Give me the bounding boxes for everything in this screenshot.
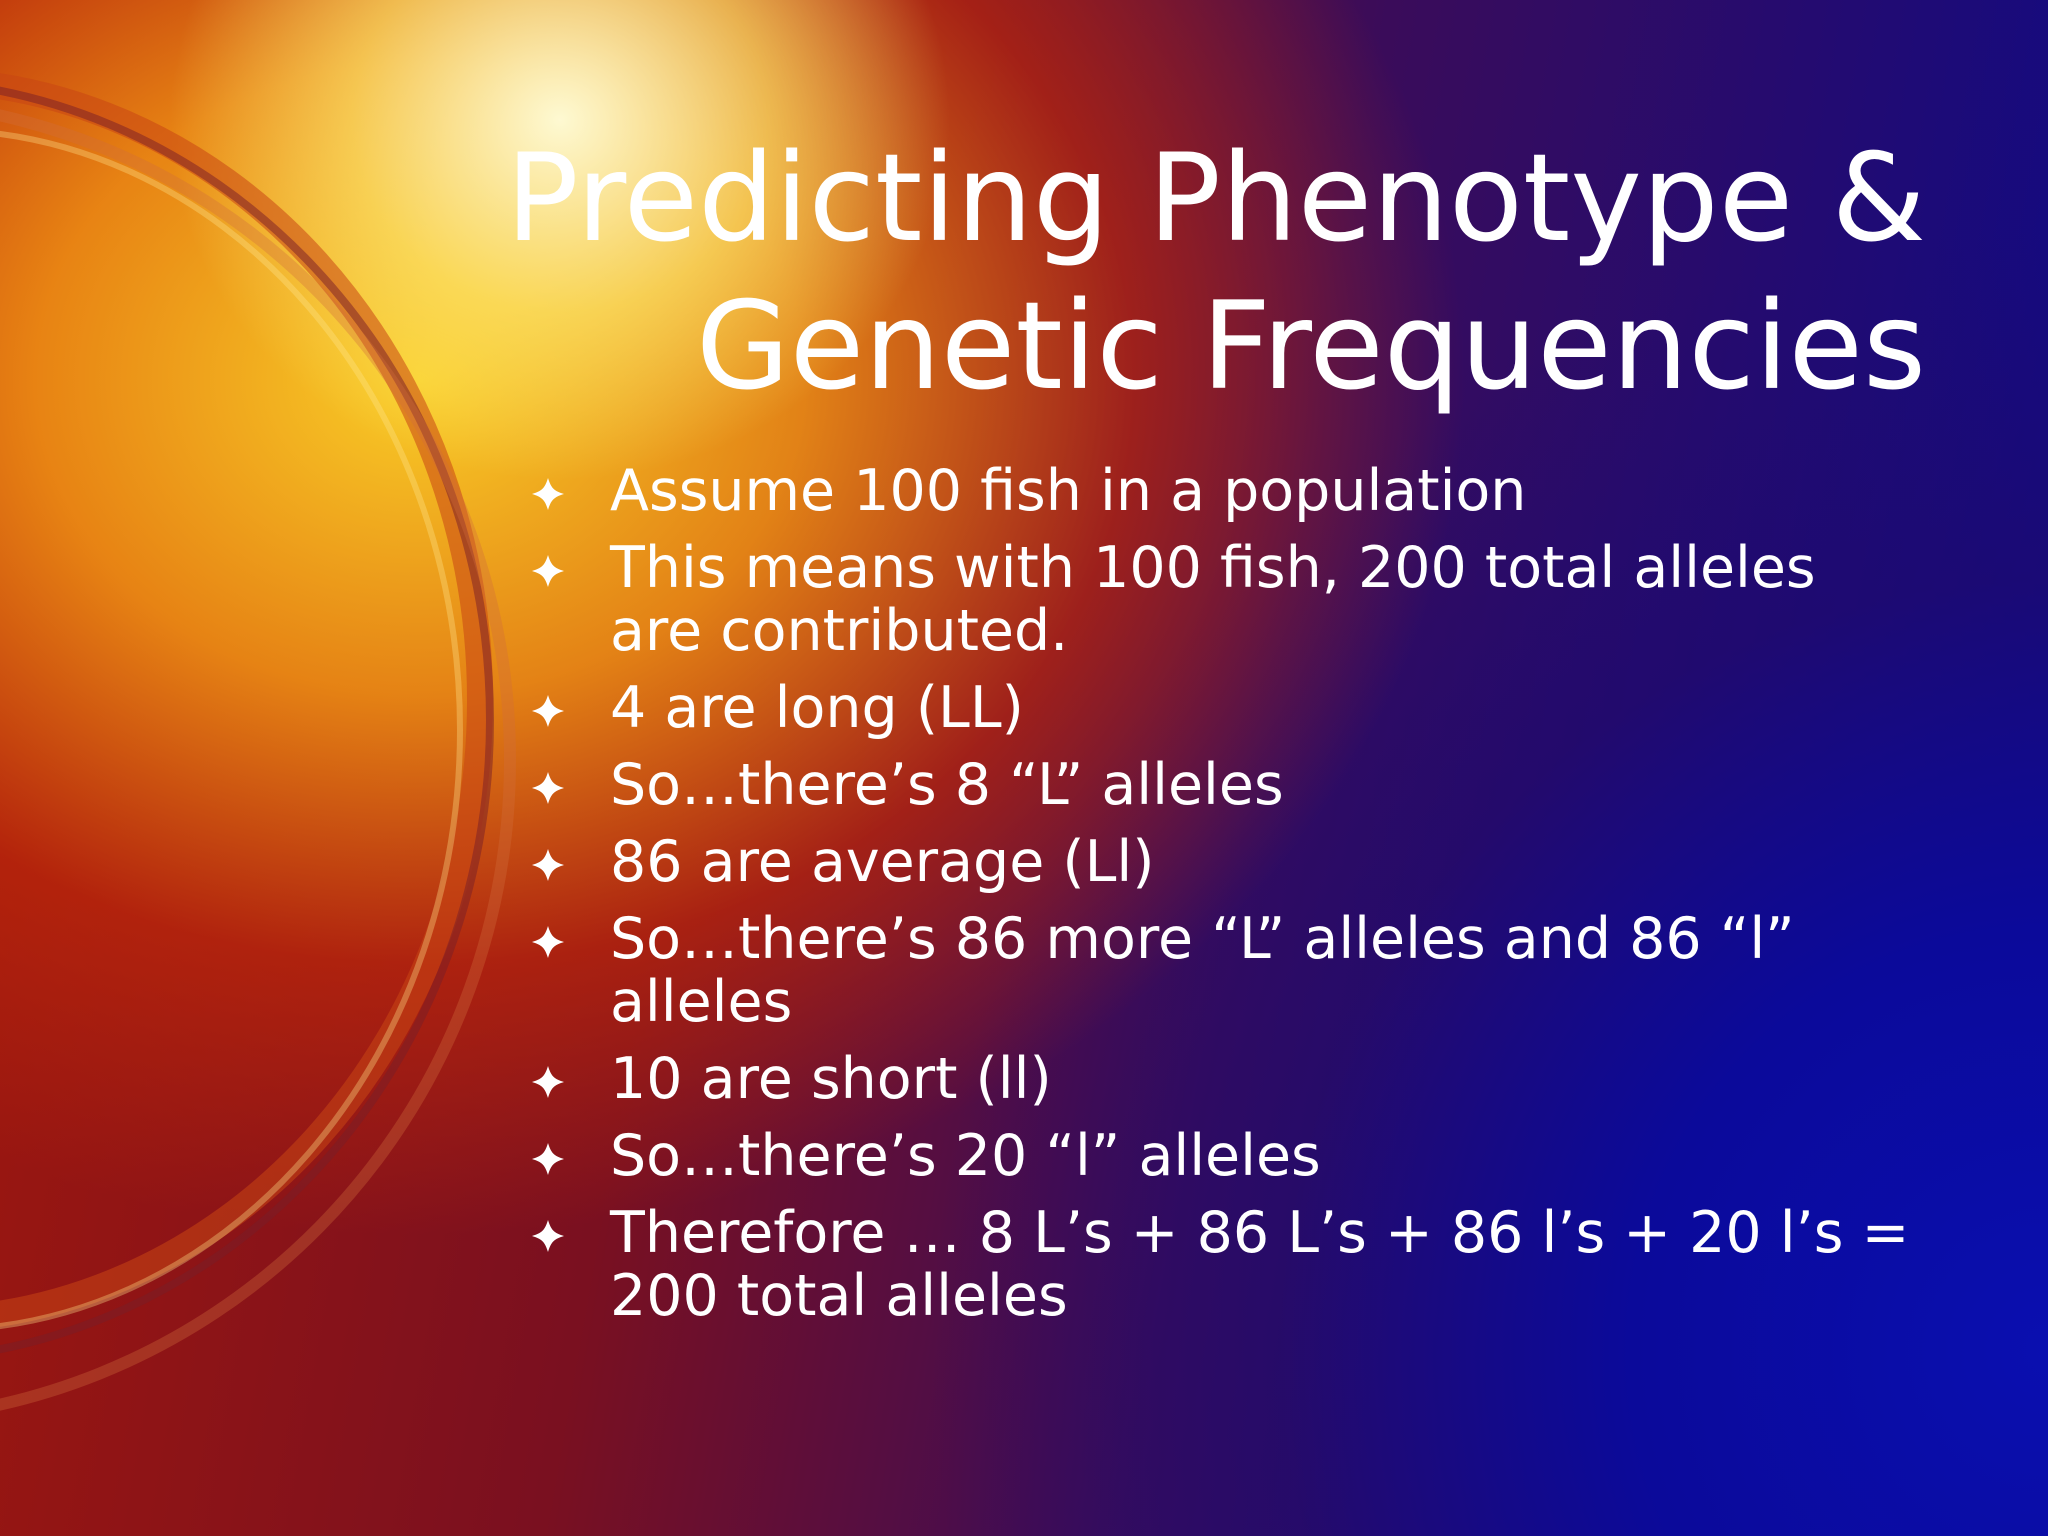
bullet-line: 4 are long (LL) bbox=[610, 675, 1024, 741]
slide-title: Predicting Phenotype & Genetic Frequencie… bbox=[506, 125, 1926, 421]
title-line: Genetic Frequencies bbox=[696, 276, 1926, 417]
bullet-icon bbox=[532, 1066, 564, 1098]
bullet-item: 10 are short (ll) bbox=[532, 1046, 1909, 1112]
bullet-item: Therefore … 8 L’s + 86 L’s + 86 l’s + 20… bbox=[532, 1200, 1910, 1329]
bullet-line: This means with 100 fish, 200 total alle… bbox=[610, 535, 1816, 601]
bullet-line: So…there’s 20 “l” alleles bbox=[610, 1123, 1321, 1189]
bullet-item: So…there’s 86 more “L” alleles and 86 “l… bbox=[532, 906, 1909, 1035]
bullet-item: 4 are long (LL) bbox=[532, 675, 1909, 741]
bullet-icon bbox=[532, 772, 564, 804]
bullet-star bbox=[532, 772, 564, 804]
bullet-item: Assume 100 fish in a population bbox=[532, 458, 1909, 524]
bullet-line: So…there’s 86 more “L” alleles and 86 “l… bbox=[610, 906, 1795, 972]
bullet-line: alleles bbox=[610, 969, 793, 1035]
bullet-line: Assume 100 fish in a population bbox=[610, 458, 1527, 524]
bullet-star bbox=[532, 478, 564, 510]
bullet-icon bbox=[532, 555, 564, 587]
bullet-icon bbox=[532, 849, 564, 881]
bullet-item: This means with 100 fish, 200 total alle… bbox=[532, 535, 1909, 664]
bullet-icon bbox=[532, 1220, 564, 1252]
bullet-line: Therefore … 8 L’s + 86 L’s + 86 l’s + 20… bbox=[610, 1200, 1910, 1266]
ring bbox=[0, 73, 493, 1327]
bullet-item: 86 are average (Ll) bbox=[532, 829, 1909, 895]
ring bbox=[0, 109, 516, 1411]
ring-group bbox=[0, 73, 516, 1411]
bullet-icon bbox=[532, 926, 564, 958]
ring bbox=[0, 86, 494, 1354]
bullet-line: So…there’s 8 “L” alleles bbox=[610, 752, 1284, 818]
title-line: Predicting Phenotype & bbox=[505, 128, 1926, 269]
bullet-icon bbox=[532, 695, 564, 727]
bullet-icon bbox=[532, 478, 564, 510]
bullet-item: So…there’s 8 “L” alleles bbox=[532, 752, 1909, 818]
ring bbox=[0, 131, 463, 1329]
bullet-star bbox=[532, 555, 564, 587]
bullet-star bbox=[532, 1143, 564, 1175]
bullet-line: 10 are short (ll) bbox=[610, 1046, 1052, 1112]
bullet-icon bbox=[532, 1143, 564, 1175]
bullet-star bbox=[532, 926, 564, 958]
bullet-star bbox=[532, 849, 564, 881]
bullet-item: So…there’s 20 “l” alleles bbox=[532, 1123, 1909, 1189]
bullet-star bbox=[532, 1220, 564, 1252]
bullet-list: Assume 100 fish in a population This mean… bbox=[532, 458, 1910, 1342]
bullet-line: 200 total alleles bbox=[610, 1263, 1068, 1329]
bullet-line: are contributed. bbox=[610, 598, 1069, 664]
bullet-line: 86 are average (Ll) bbox=[610, 829, 1155, 895]
bullet-star bbox=[532, 695, 564, 727]
bullet-star bbox=[532, 1066, 564, 1098]
